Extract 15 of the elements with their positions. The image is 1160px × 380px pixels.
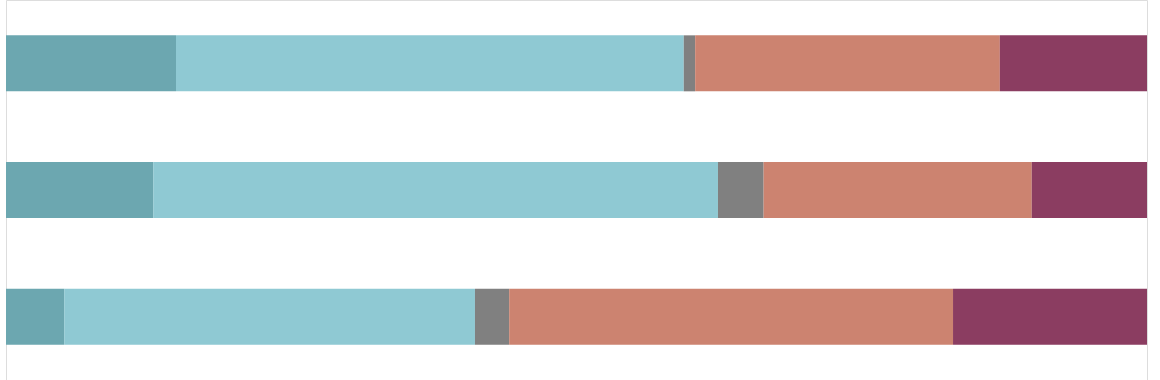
bar [6,35,177,92]
bar [153,162,718,218]
bar [176,35,684,92]
bar [683,35,696,92]
bar [1031,162,1147,218]
bar [509,288,954,345]
bar [999,35,1147,92]
bar [64,288,475,345]
bar [763,162,1032,218]
bar [474,288,510,345]
bar [695,35,1000,92]
bar [6,162,154,218]
bar [6,288,65,345]
bar [953,288,1147,345]
bar [717,162,764,218]
